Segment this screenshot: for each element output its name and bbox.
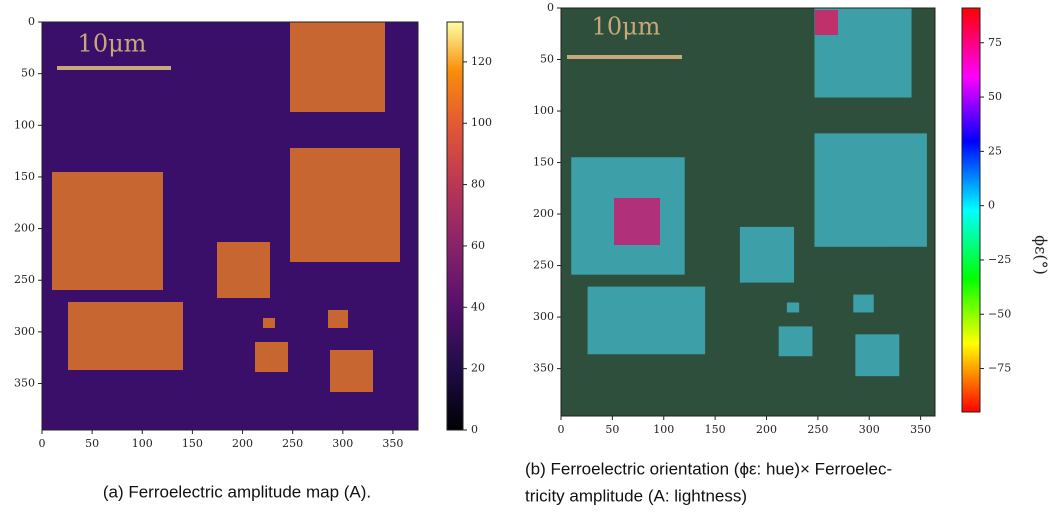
y-tick-label: 50	[21, 67, 35, 80]
caption: (a) Ferroelectric amplitude map (A).	[103, 482, 371, 501]
x-tick-label: 0	[558, 423, 565, 436]
colorbar-tick-label: 75	[988, 36, 1002, 49]
colorbar-tick-label: 40	[471, 300, 485, 313]
colorbar-tick-label: −50	[988, 307, 1011, 320]
x-tick-label: 0	[39, 437, 46, 450]
colorbar-tick-label: 100	[471, 116, 492, 129]
y-tick-label: 150	[533, 156, 554, 169]
x-tick-label: 50	[605, 423, 619, 436]
x-tick-label: 150	[705, 423, 726, 436]
y-tick-label: 200	[533, 207, 554, 220]
y-tick-label: 0	[28, 15, 35, 28]
colorbar-tick-label: 120	[471, 55, 492, 68]
scale-bar-label: 10μm	[592, 13, 661, 41]
plot-frame	[560, 7, 936, 417]
x-tick-label: 350	[382, 437, 403, 450]
y-tick-label: 300	[533, 310, 554, 323]
colorbar-tick-label: 0	[988, 199, 995, 212]
colorbar	[961, 7, 981, 413]
y-tick-label: 150	[14, 170, 35, 183]
x-tick-label: 250	[282, 437, 303, 450]
y-tick-label: 200	[14, 222, 35, 235]
colorbar-tick-label: −25	[988, 253, 1011, 266]
y-tick-label: 50	[540, 53, 554, 66]
y-tick-label: 0	[547, 1, 554, 14]
colorbar-tick-label: 0	[471, 423, 478, 436]
colorbar-tick-label: 50	[988, 90, 1002, 103]
x-tick-label: 100	[653, 423, 674, 436]
scale-bar-label: 10μm	[78, 30, 147, 58]
colorbar-tick-label: 60	[471, 239, 485, 252]
y-tick-label: 100	[14, 118, 35, 131]
caption: (b) Ferroelectric orientation (ϕε: hue)×…	[525, 459, 892, 478]
colorbar-tick-label: 20	[471, 362, 485, 375]
y-tick-label: 100	[533, 104, 554, 117]
colorbar-tick-label: 80	[471, 178, 485, 191]
colorbar-tick-label: −75	[988, 362, 1011, 375]
y-tick-label: 300	[14, 325, 35, 338]
y-tick-label: 350	[14, 377, 35, 390]
plot-frame	[41, 21, 419, 431]
y-tick-label: 250	[14, 273, 35, 286]
x-tick-label: 350	[910, 423, 931, 436]
caption: tricity amplitude (A: lightness)	[525, 486, 747, 505]
x-tick-label: 100	[132, 437, 153, 450]
image-features	[614, 198, 660, 245]
image-features	[815, 10, 838, 35]
y-tick-label: 250	[533, 259, 554, 272]
colorbar-tick-label: 25	[988, 144, 1002, 157]
x-tick-label: 150	[182, 437, 203, 450]
x-tick-label: 300	[859, 423, 880, 436]
x-tick-label: 250	[807, 423, 828, 436]
colorbar-label: ϕε(°)	[1032, 235, 1051, 275]
x-tick-label: 200	[756, 423, 777, 436]
y-tick-label: 350	[533, 362, 554, 375]
x-tick-label: 300	[332, 437, 353, 450]
x-tick-label: 50	[85, 437, 99, 450]
x-tick-label: 200	[232, 437, 253, 450]
colorbar	[446, 21, 464, 431]
